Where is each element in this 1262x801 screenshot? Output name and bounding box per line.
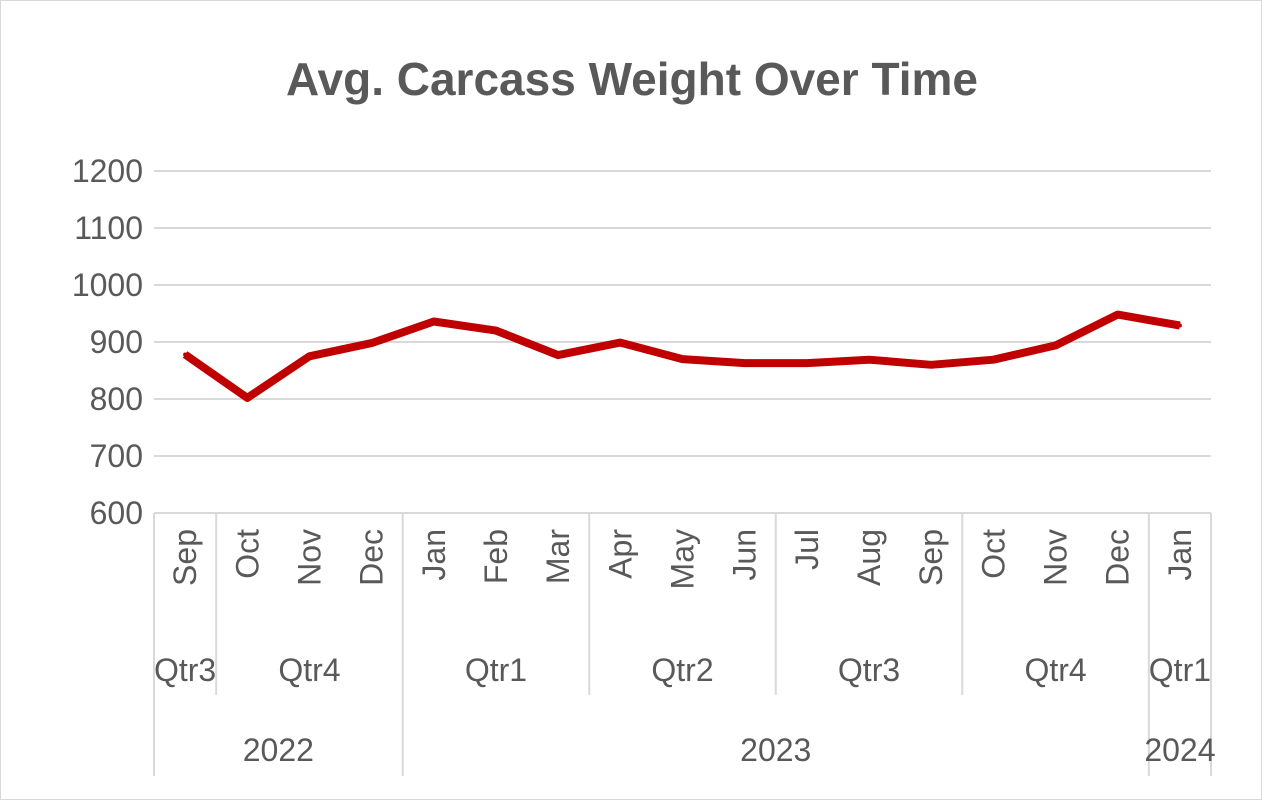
gridlines <box>154 170 1211 457</box>
month-label: Jul <box>789 529 825 570</box>
series-line <box>182 310 1181 402</box>
year-label: 2022 <box>243 732 314 768</box>
quarter-label: Qtr4 <box>278 652 340 688</box>
year-label: 2023 <box>740 732 811 768</box>
data-point <box>307 354 312 359</box>
y-tick-label: 1200 <box>72 153 143 189</box>
month-label: Jun <box>727 529 763 581</box>
y-tick-label: 900 <box>90 324 143 360</box>
month-label: Nov <box>291 529 327 586</box>
data-point <box>245 395 250 400</box>
data-point <box>1115 312 1120 317</box>
y-tick-label: 1000 <box>72 267 143 303</box>
month-label: Oct <box>229 529 265 579</box>
month-label: Sep <box>913 529 949 586</box>
month-label: Jan <box>416 529 452 581</box>
quarter-label: Qtr3 <box>154 652 216 688</box>
data-point <box>867 357 872 362</box>
year-label: 2024 <box>1144 732 1215 768</box>
data-point <box>929 362 934 367</box>
month-label: Feb <box>478 529 514 584</box>
chart-title: Avg. Carcass Weight Over Time <box>286 53 978 105</box>
month-label: Mar <box>540 529 576 584</box>
y-tick-label: 1100 <box>74 210 143 246</box>
quarter-label: Qtr1 <box>1149 652 1211 688</box>
data-point <box>991 357 996 362</box>
month-label: Dec <box>1100 529 1136 586</box>
month-label: Oct <box>975 529 1011 579</box>
quarter-label: Qtr4 <box>1024 652 1086 688</box>
data-point <box>493 328 498 333</box>
data-point <box>804 361 809 366</box>
data-point <box>183 352 188 357</box>
month-label: Nov <box>1038 529 1074 586</box>
month-label: Jan <box>1162 529 1198 581</box>
month-label: Sep <box>167 529 203 586</box>
data-point <box>618 340 623 345</box>
data-point <box>431 319 436 324</box>
y-axis-ticks: 600 700 800 900 1000 1100 1200 <box>72 153 143 531</box>
quarter-label: Qtr1 <box>465 652 527 688</box>
month-label: Apr <box>602 529 638 579</box>
series-layer <box>182 310 1182 402</box>
month-label: Dec <box>354 529 390 586</box>
data-point <box>742 361 747 366</box>
category-axis <box>153 512 1212 776</box>
data-point <box>1053 343 1058 348</box>
quarter-label: Qtr2 <box>651 652 713 688</box>
data-point <box>556 353 561 358</box>
data-point <box>369 341 374 346</box>
y-tick-label: 800 <box>90 381 143 417</box>
y-tick-label: 600 <box>90 495 143 531</box>
data-point <box>680 357 685 362</box>
month-label: May <box>665 529 701 589</box>
quarter-label: Qtr3 <box>838 652 900 688</box>
data-point <box>1177 323 1182 328</box>
y-tick-label: 700 <box>90 438 143 474</box>
month-label: Aug <box>851 529 887 586</box>
x-axis-labels: Sep Oct Nov Dec Jan Feb Mar Apr May Jun Jul Aug Sep O… <box>154 529 1216 768</box>
